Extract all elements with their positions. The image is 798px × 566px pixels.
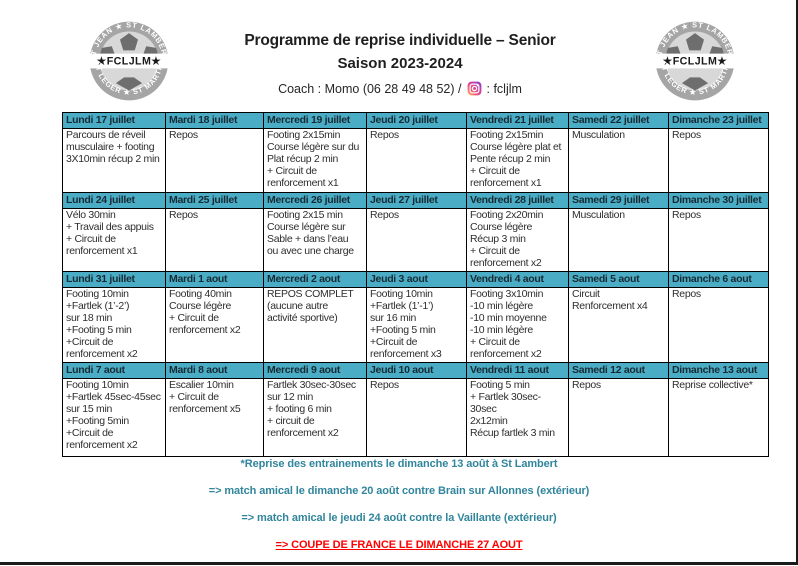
program-cell: Repos (165, 208, 264, 272)
program-cell: Repos (568, 377, 669, 457)
program-cell: Footing 2x20min Course légère Récup 3 mi… (466, 208, 569, 272)
instagram-icon (467, 81, 482, 96)
club-logo-left: ★FCLJLM★ ST JEAN ★ ST LAMBERT ST LEGER ★… (88, 12, 170, 110)
program-cell: Escalier 10min + Circuit de renforcement… (165, 377, 264, 457)
program-cell: Musculation (568, 208, 669, 272)
day-header-cell: Jeudi 27 juillet (366, 192, 467, 209)
program-cell: Footing 3x10min -10 min légère -10 min m… (466, 286, 569, 363)
week-program-row: Parcours de réveil musculaire + footing … (62, 128, 769, 193)
day-header-cell: Samedi 5 aout (568, 270, 669, 288)
day-header-cell: Jeudi 3 aout (366, 270, 467, 288)
week-header-row: Lundi 31 juillet Mardi 1 aout Mercredi 2 a… (62, 270, 769, 288)
program-cell: Footing 10min +Fartlek (1’-2’) sur 18 mi… (62, 286, 166, 363)
day-header-cell: Mercredi 2 aout (263, 270, 367, 288)
day-header-cell: Mardi 8 aout (165, 361, 264, 379)
program-cell: Reprise collective* (668, 377, 769, 457)
week-program-row: Footing 10min +Fartlek (1’-2’) sur 18 mi… (62, 286, 769, 363)
day-header-cell: Samedi 22 juillet (568, 112, 669, 129)
club-badge-icon: ★FCLJLM★ ST JEAN ★ ST LAMBERT ST LEGER ★… (654, 20, 736, 101)
day-header-cell: Dimanche 30 juillet (668, 192, 769, 209)
program-cell: Vélo 30min + Travail des appuis + Circui… (62, 208, 166, 272)
day-header-cell: Mardi 18 juillet (165, 112, 264, 129)
day-header-cell: Mardi 1 aout (165, 270, 264, 288)
title-block: Programme de reprise individuelle – Seni… (180, 32, 620, 96)
program-cell: Footing 2x15 min Course légère sur Sable… (263, 208, 367, 272)
day-header-cell: Vendredi 11 aout (466, 361, 569, 379)
note-line: *Reprise des entrainements le dimanche 1… (240, 458, 558, 470)
club-logo-right: ★FCLJLM★ ST JEAN ★ ST LAMBERT ST LEGER ★… (654, 12, 736, 110)
coach-line: Coach : Momo (06 28 49 48 52) / : fcljlm (180, 81, 620, 96)
day-header-cell: Vendredi 21 juillet (466, 112, 569, 129)
program-cell: Musculation (568, 128, 669, 193)
program-table: Lundi 17 juillet Mardi 18 juillet Mercredi… (62, 112, 769, 457)
day-header-cell: Mardi 25 juillet (165, 192, 264, 209)
instagram-handle: : fcljlm (486, 81, 522, 96)
day-header-cell: Dimanche 23 juillet (668, 112, 769, 129)
day-header-cell: Lundi 17 juillet (62, 112, 166, 129)
day-header-cell: Vendredi 4 aout (466, 270, 569, 288)
note-line: => match amical le jeudi 24 août contre … (241, 512, 557, 524)
program-cell: Footing 2x15min Course légère plat et Pe… (466, 128, 569, 193)
program-cell: Repos (668, 286, 769, 363)
coach-label: Coach : Momo (06 28 49 48 52) / (278, 81, 462, 96)
club-badge-icon: ★FCLJLM★ ST JEAN ★ ST LAMBERT ST LEGER ★… (88, 20, 170, 101)
week-header-row: Lundi 17 juillet Mardi 18 juillet Mercredi… (62, 112, 769, 129)
day-header-cell: Samedi 29 juillet (568, 192, 669, 209)
program-cell: REPOS COMPLET (aucune autre activité spo… (263, 286, 367, 363)
day-header-cell: Mercredi 9 aout (263, 361, 367, 379)
program-cell: Repos (165, 128, 264, 193)
week-program-row: Footing 10min +Fartlek 45sec-45sec sur 1… (62, 377, 769, 457)
program-table-body: Lundi 17 juillet Mardi 18 juillet Mercredi… (62, 112, 769, 457)
program-cell: Repos (366, 208, 467, 272)
program-cell: Footing 10min +Fartlek 45sec-45sec sur 1… (62, 377, 166, 457)
program-cell: Footing 2x15min Course légère sur du Pla… (263, 128, 367, 193)
week-header-row: Lundi 24 juillet Mardi 25 juillet Mercredi… (62, 192, 769, 209)
note-line: => COUPE DE FRANCE LE DIMANCHE 27 AOUT (275, 539, 523, 551)
program-cell: Footing 10min +Fartlek (1’-1’) sur 16 mi… (366, 286, 467, 363)
day-header-cell: Mercredi 26 juillet (263, 192, 367, 209)
program-cell: Parcours de réveil musculaire + footing … (62, 128, 166, 193)
day-header-cell: Dimanche 6 aout (668, 270, 769, 288)
day-header-cell: Vendredi 28 juillet (466, 192, 569, 209)
season-subtitle: Saison 2023-2024 (337, 55, 463, 72)
program-cell: Fartlek 30sec-30sec sur 12 min + footing… (263, 377, 367, 457)
day-header-cell: Lundi 31 juillet (62, 270, 166, 288)
program-cell: Repos (668, 128, 769, 193)
week-header-row: Lundi 7 aout Mardi 8 aout Mercredi 9 aout J… (62, 361, 769, 379)
note-line: => match amical le dimanche 20 août cont… (208, 485, 590, 497)
program-cell: Repos (366, 377, 467, 457)
day-header-cell: Lundi 7 aout (62, 361, 166, 379)
logo-band-text: ★FCLJLM★ (663, 56, 727, 68)
page-title: Programme de reprise individuelle – Seni… (244, 32, 556, 49)
program-cell: Footing 40min Course légère + Circuit de… (165, 286, 264, 363)
program-cell: Circuit Renforcement x4 (568, 286, 669, 363)
notes-section: *Reprise des entrainements le dimanche 1… (0, 458, 798, 566)
day-header-cell: Lundi 24 juillet (62, 192, 166, 209)
day-header-cell: Samedi 12 aout (568, 361, 669, 379)
day-header-cell: Jeudi 10 aout (366, 361, 467, 379)
logo-band-text: ★FCLJLM★ (97, 56, 161, 68)
day-header-cell: Mercredi 19 juillet (263, 112, 367, 129)
week-program-row: Vélo 30min + Travail des appuis + Circui… (62, 208, 769, 272)
program-cell: Repos (668, 208, 769, 272)
day-header-cell: Jeudi 20 juillet (366, 112, 467, 129)
day-header-cell: Dimanche 13 aout (668, 361, 769, 379)
program-cell: Repos (366, 128, 467, 193)
program-cell: Footing 5 min + Fartlek 30sec- 30sec 2x1… (466, 377, 569, 457)
